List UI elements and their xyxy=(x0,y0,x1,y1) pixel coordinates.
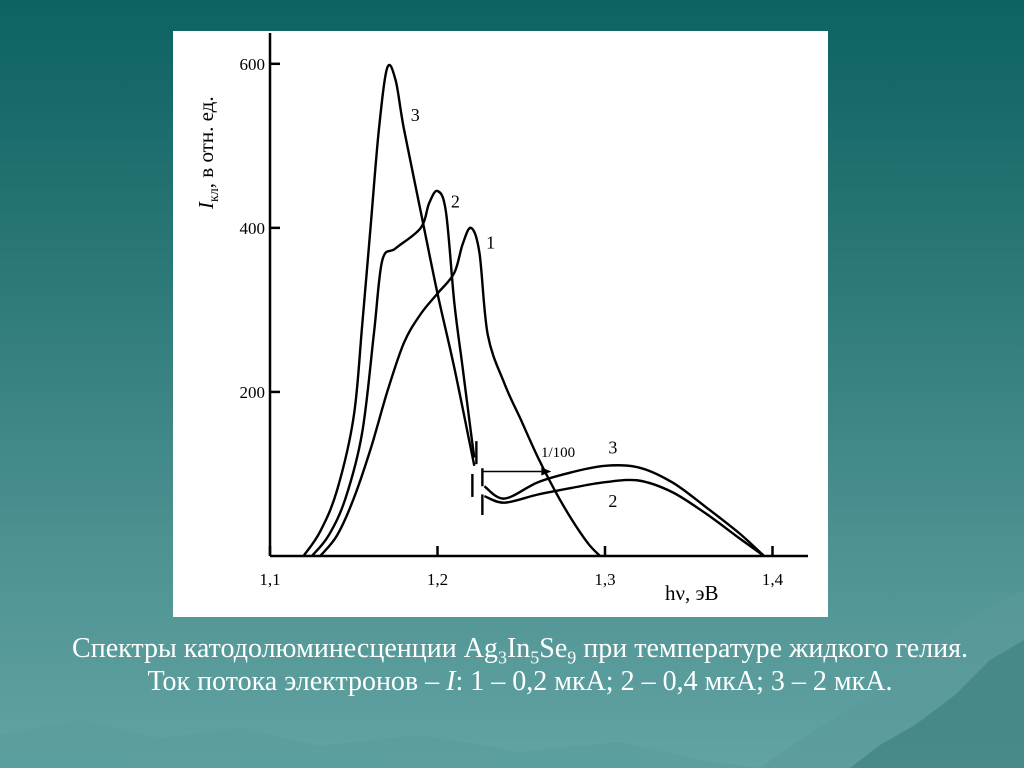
formula-se-sub: 9 xyxy=(567,647,577,668)
slide-caption: Спектры катодолюминесценции Ag3In5Se9 пр… xyxy=(60,632,980,698)
caption-current-symbol: I xyxy=(446,666,456,697)
x-tick-label: 1,1 xyxy=(259,570,280,589)
series-line-3 xyxy=(302,63,476,557)
series-line-1 xyxy=(319,226,601,557)
y-axis-label-subscript: кл xyxy=(207,188,222,202)
y-axis-label-units: , в отн. ед. xyxy=(194,96,218,188)
y-axis-label: Iкл, в отн. ед. xyxy=(194,96,222,210)
formula-in-sub: 5 xyxy=(530,647,540,668)
formula-se: Se xyxy=(539,633,568,664)
series-label-1: 1 xyxy=(486,232,495,252)
caption-middle: при температуре жидкого гелия. Ток поток… xyxy=(147,633,968,697)
chart-axes xyxy=(268,33,808,558)
series-label-2: 2 xyxy=(451,191,460,211)
caption-prefix: Спектры катодолюминесценции xyxy=(72,633,464,664)
series-label-2: 2 xyxy=(608,491,617,511)
x-axis-label: hν, эВ xyxy=(665,581,719,605)
x-tick-label: 1,2 xyxy=(427,570,448,589)
y-axis-label-symbol: I xyxy=(194,201,218,210)
series-label-3: 3 xyxy=(411,105,420,125)
formula-ag: Ag xyxy=(463,633,498,664)
caption-suffix: : 1 – 0,2 мкА; 2 – 0,4 мкА; 3 – 2 мкА. xyxy=(455,666,893,697)
chart-annotations: hν, эВ Iкл, в отн. ед. 1/100 3 2 1 3 2 xyxy=(194,96,719,605)
figure-panel: 1,1 1,2 1,3 1,4 200 400 600 hν, эВ Iкл, в отн.… xyxy=(173,31,828,617)
x-tick-label: 1,4 xyxy=(762,570,784,589)
y-tick-label: 400 xyxy=(240,219,266,238)
chart-series xyxy=(302,63,765,557)
series-line-3 xyxy=(483,463,765,557)
formula-in: In xyxy=(506,633,531,664)
series-line-2 xyxy=(310,189,476,557)
series-line-2 xyxy=(483,478,765,557)
y-tick-label: 600 xyxy=(240,55,266,74)
scale-arrow-head xyxy=(541,467,552,476)
chart-ticks: 1,1 1,2 1,3 1,4 200 400 600 xyxy=(240,55,784,589)
series-label-3: 3 xyxy=(608,437,617,457)
cathodoluminescence-chart: 1,1 1,2 1,3 1,4 200 400 600 hν, эВ Iкл, в отн.… xyxy=(194,33,808,605)
scale-annotation: 1/100 xyxy=(541,445,575,461)
y-tick-label: 200 xyxy=(240,383,266,402)
formula-ag-sub: 3 xyxy=(497,647,507,668)
mountain-shape xyxy=(850,640,1024,768)
mountain-shape xyxy=(0,720,760,768)
x-tick-label: 1,3 xyxy=(594,570,615,589)
